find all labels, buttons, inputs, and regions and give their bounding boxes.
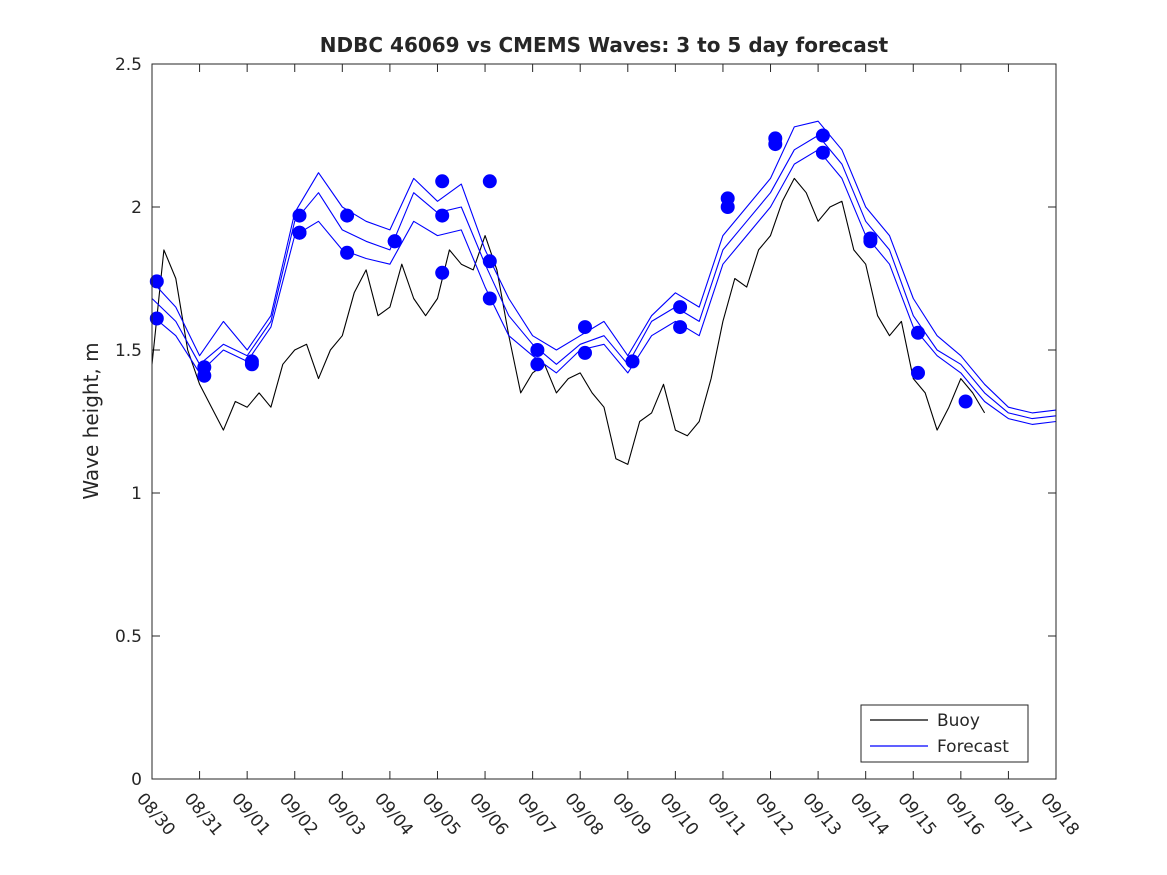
forecast-marker bbox=[292, 225, 307, 240]
forecast-marker bbox=[435, 174, 450, 189]
forecast-marker bbox=[482, 174, 497, 189]
forecast-marker bbox=[673, 300, 688, 315]
forecast-marker bbox=[625, 354, 640, 369]
forecast-marker bbox=[958, 394, 973, 409]
y-axis: 0 0.5 1 1.5 2 2.5 bbox=[115, 55, 1056, 790]
forecast-marker bbox=[149, 311, 164, 326]
forecast-marker bbox=[815, 128, 830, 143]
legend-label-forecast: Forecast bbox=[937, 737, 1009, 757]
y-axis-label: Wave height, m bbox=[79, 342, 103, 499]
y-tick-label: 1.5 bbox=[115, 341, 142, 361]
forecast-marker bbox=[911, 365, 925, 380]
legend: Buoy Forecast bbox=[860, 704, 1029, 763]
plot-area bbox=[152, 64, 1056, 779]
forecast-marker bbox=[435, 265, 450, 280]
forecast-marker bbox=[768, 137, 783, 152]
y-tick-label: 0.5 bbox=[115, 627, 142, 647]
forecast-marker bbox=[530, 343, 545, 357]
buoy-series-line bbox=[151, 177, 986, 465]
marker-layer bbox=[149, 128, 973, 409]
y-tick-label: 2.5 bbox=[115, 55, 142, 75]
chart-title: NDBC 46069 vs CMEMS Waves: 3 to 5 day fo… bbox=[320, 33, 889, 57]
forecast-marker bbox=[720, 200, 735, 214]
forecast-marker bbox=[863, 234, 878, 249]
forecast-marker bbox=[578, 345, 592, 360]
forecast-marker bbox=[815, 145, 830, 160]
forecast-marker bbox=[149, 274, 164, 289]
forecast-marker bbox=[244, 357, 259, 372]
forecast-marker bbox=[482, 254, 497, 269]
forecast-marker bbox=[340, 208, 355, 223]
legend-box bbox=[860, 704, 1029, 763]
y-tick-label: 1 bbox=[131, 484, 142, 504]
y-tick-label: 2 bbox=[131, 198, 142, 218]
forecast-marker bbox=[387, 234, 402, 249]
legend-label-buoy: Buoy bbox=[937, 711, 980, 731]
forecast-marker bbox=[340, 245, 355, 260]
forecast-series-line-3 bbox=[151, 120, 1057, 414]
y-tick-label: 0 bbox=[131, 770, 142, 790]
forecast-marker bbox=[435, 208, 450, 223]
forecast-marker bbox=[197, 368, 212, 383]
forecast-marker bbox=[673, 320, 688, 335]
plot-frame bbox=[151, 63, 1057, 780]
forecast-marker bbox=[911, 325, 925, 340]
forecast-marker bbox=[292, 208, 307, 223]
forecast-marker bbox=[530, 357, 545, 372]
forecast-marker bbox=[578, 320, 592, 335]
forecast-marker bbox=[482, 291, 497, 306]
